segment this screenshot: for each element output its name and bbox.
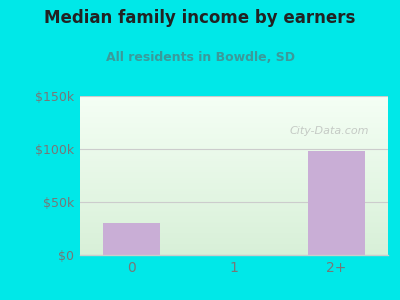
Text: All residents in Bowdle, SD: All residents in Bowdle, SD: [106, 51, 294, 64]
Text: City-Data.com: City-Data.com: [290, 126, 369, 136]
Bar: [308, 151, 365, 255]
Text: Median family income by earners: Median family income by earners: [44, 9, 356, 27]
Bar: [103, 223, 160, 255]
